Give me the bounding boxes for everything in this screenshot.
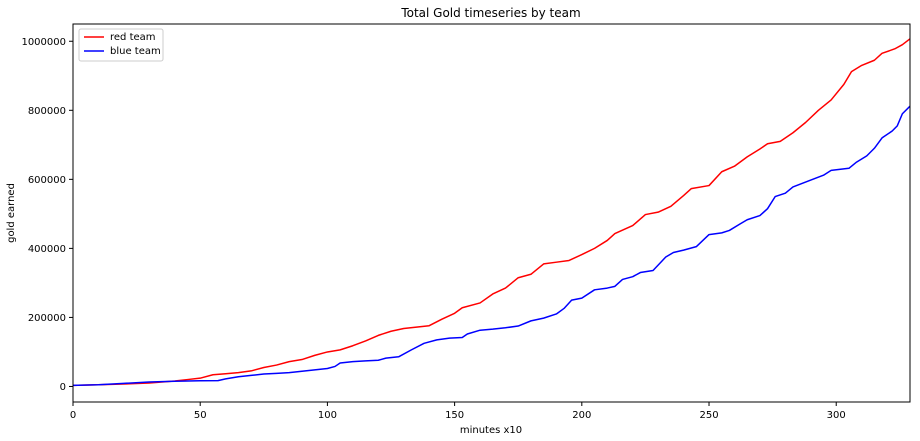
x-tick-label: 0 bbox=[70, 410, 76, 421]
y-tick-label: 1000000 bbox=[21, 37, 66, 48]
y-tick-label: 200000 bbox=[28, 313, 66, 324]
legend-label-red-team: red team bbox=[110, 32, 156, 43]
x-tick-label: 250 bbox=[699, 410, 718, 421]
x-tick-label: 100 bbox=[318, 410, 337, 421]
plot-frame bbox=[72, 23, 911, 403]
y-axis-ticks: 0 200000 400000 600000 800000 1000000 bbox=[21, 37, 73, 393]
y-axis-label: gold earned bbox=[6, 183, 17, 243]
x-tick-label: 150 bbox=[445, 410, 464, 421]
chart-title: Total Gold timeseries by team bbox=[400, 6, 580, 20]
x-axis-ticks: 0 50 100 150 200 250 300 bbox=[70, 402, 846, 421]
x-tick-label: 50 bbox=[194, 410, 207, 421]
x-axis-label: minutes x10 bbox=[460, 425, 522, 436]
legend: red team blue team bbox=[78, 28, 164, 62]
series-lines bbox=[73, 38, 910, 387]
y-tick-label: 800000 bbox=[28, 106, 66, 117]
x-tick-label: 300 bbox=[827, 410, 846, 421]
series-line-red-team bbox=[73, 38, 910, 387]
y-tick-label: 600000 bbox=[28, 175, 66, 186]
legend-label-blue-team: blue team bbox=[110, 46, 161, 57]
plot-area bbox=[73, 38, 910, 387]
y-tick-label: 0 bbox=[60, 382, 66, 393]
x-tick-label: 200 bbox=[572, 410, 591, 421]
y-tick-label: 400000 bbox=[28, 244, 66, 255]
series-line-blue-team bbox=[73, 105, 910, 387]
